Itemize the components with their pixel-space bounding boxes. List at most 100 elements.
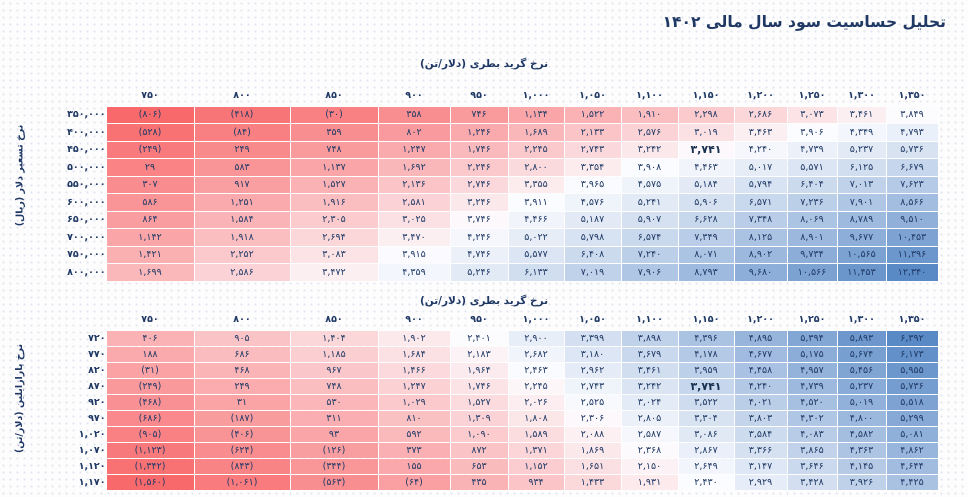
base-case-cell: ۳,۷۴۱ [677,140,735,159]
row-label: ۵۵۰,۰۰۰ [67,179,106,191]
profit-cell: ۱۰,۵۶۵ [836,245,887,264]
profit-cell: ۳,۳۵۴ [563,158,622,177]
column-header: ۱,۳۰۰ [848,314,875,325]
profit-cell: ۷,۰۱۳ [836,175,887,194]
profit-cell: (۶۸۶) [105,410,195,427]
profit-cell: ۴,۴۵۸ [733,362,788,379]
profit-cell: ۱۸۸ [105,346,195,363]
row-label: ۱,۱۲۰ [78,461,106,472]
profit-cell: ۱,۱۴۲ [105,228,195,247]
profit-cell: ۶,۴۰۴ [786,175,838,194]
row-label: ۱,۰۲۰ [78,429,106,440]
profit-cell: ۱,۴۳۳ [563,474,622,491]
profit-cell: ۵,۰۸۱ [885,426,939,443]
profit-cell: ۲,۱۵۰ [620,458,679,475]
profit-cell: ۲,۹۲۹ [733,474,788,491]
profit-cell: ۱۰,۵۶۶ [786,263,838,282]
profit-cell: ۳۷۳ [377,442,451,459]
profit-cell: ۱,۵۲۷ [449,394,509,411]
profit-cell: (۴۶۸) [105,394,195,411]
profit-cell: ۳,۹۱۱ [507,193,565,212]
profit-cell: ۱,۲۴۷ [377,140,451,159]
y-axis-title-text: نرخ پارازایلین (دلار/تن) [14,344,26,454]
profit-cell: ۵,۷۹۴ [733,175,788,194]
profit-cell: ۴,۴۶۶ [507,210,565,229]
profit-cell: (۱,۰۶۱) [193,474,291,491]
column-header: ۱,۱۵۰ [692,89,720,101]
profit-cell: ۱۱,۴۵۳ [836,263,887,282]
profit-cell: ۲,۸۰۵ [620,410,679,427]
profit-cell: ۵,۹۰۶ [677,193,735,212]
row-label: ۳۵۰,۰۰۰ [67,109,106,121]
profit-cell: ۵,۷۹۸ [563,228,622,247]
profit-cell: ۵,۱۷۵ [786,346,838,363]
profit-cell: ۳,۴۲۸ [786,474,838,491]
page-title: تحلیل حساسیت سود سال مالی ۱۴۰۲ [662,13,946,31]
profit-cell: ۱,۴۶۶ [377,362,451,379]
profit-cell: ۵,۹۵۵ [885,362,939,379]
profit-cell: (۶۴) [377,474,451,491]
table-row: ۴۰۰,۰۰۰ (۵۲۸) (۸۴) ۳۵۹ ۸۰۲ ۱,۲۴۶ ۱,۶۸۹ ۲,۱۳۳ ۲,۵… [36,123,939,142]
profit-cell: ۳,۸۹۸ [620,330,679,347]
column-header: ۱,۲۰۰ [747,314,774,325]
profit-cell: ۵۹۲ [377,426,451,443]
table-row: ۱,۱۷۰ (۱,۵۶۰) (۱,۰۶۱) (۵۶۳) (۶۴) ۴۳۵ ۹۳۴ ۱,۴۳۳ ۱… [36,474,939,491]
profit-cell: ۴,۳۵۹ [377,263,451,282]
profit-cell: ۳,۴۶۱ [836,105,887,124]
profit-cell: ۳,۰۸۶ [677,426,735,443]
profit-cell: ۵,۵۱۸ [885,394,939,411]
profit-cell: ۳,۵۸۴ [733,426,788,443]
profit-cell: ۲,۵۸۱ [377,193,451,212]
column-header: ۸۵۰ [325,314,343,325]
profit-cell: ۵,۵۷۷ [507,245,565,264]
profit-cell: ۳,۸۴۹ [885,105,939,124]
profit-cell: ۲,۰۲۶ [507,394,565,411]
profit-cell: ۲,۴۳۰ [677,474,735,491]
profit-cell: ۳,۳۹۹ [563,330,622,347]
table-row: ۱,۱۲۰ (۱,۳۴۲) (۸۴۳) (۳۴۴) ۱۵۵ ۶۵۳ ۱,۱۵۲ ۱,۶۵۱ ۲,… [36,458,939,475]
profit-cell: ۵۳۰ [289,394,379,411]
heatmap-table-bottle-vs-fx: ۷۵۰ ۸۰۰ ۸۵۰ ۹۰۰ ۹۵۰ ۱,۰۰۰ ۱,۰۵۰ ۱,۱۰۰ ۱,۱۵۰ ۱,۲۰۰… [36,70,939,282]
column-header: ۷۵۰ [141,314,159,325]
column-header: ۸۰۰ [233,314,251,325]
profit-cell: ۳,۴۷۲ [289,263,379,282]
profit-cell: ۴۳۵ [449,474,509,491]
table-row: ۷۷۰ ۱۸۸ ۶۸۶ ۱,۱۸۵ ۱,۶۸۴ ۲,۱۸۳ ۲,۶۸۲ ۳,۱۸۰ ۳,۶۷۹ ۴… [36,346,939,363]
row-label: ۴۵۰,۰۰۰ [67,144,106,156]
profit-cell: ۴,۱۴۵ [836,458,887,475]
profit-cell: ۳,۴۶۱ [620,362,679,379]
table-row: ۹۲۰ (۴۶۸) ۳۱ ۵۳۰ ۱,۰۲۹ ۱,۵۲۷ ۲,۰۲۶ ۲,۵۲۵ ۳,۰۲۴ ۳,… [36,394,939,411]
column-header: ۷۵۰ [141,89,159,101]
fx-sensitivity-section: نرخ گرید بطری (دلار/تن) نرخ تسعیر دلار (… [0,58,968,282]
profit-cell: ۱,۴۰۴ [289,330,379,347]
profit-cell: ۴,۶۴۴ [885,458,939,475]
corner-spacer [36,70,106,106]
profit-cell: ۴,۹۵۷ [786,362,838,379]
profit-cell: ۲,۵۸۶ [193,263,291,282]
profit-cell: ۱,۱۵۲ [507,458,565,475]
profit-cell: ۴,۲۴۰ [733,378,788,395]
profit-cell: ۲,۹۰۰ [507,330,565,347]
row-label: ۱,۰۷۰ [78,445,106,456]
profit-cell: ۲,۴۶۳ [507,362,565,379]
profit-cell: ۴,۵۸۲ [836,426,887,443]
profit-cell: ۳۰۷ [105,175,195,194]
profit-cell: ۳۵۸ [377,105,451,124]
profit-cell: ۷۴۸ [289,140,379,159]
table-row: ۱,۰۲۰ (۹۰۵) (۴۰۶) ۹۳ ۵۹۲ ۱,۰۹۰ ۱,۵۸۹ ۲,۰۸۸ ۲,۵۸۷… [36,426,939,443]
profit-cell: ۷,۰۱۹ [563,263,622,282]
profit-cell: ۵۸۶ [105,193,195,212]
profit-cell: ۱,۸۰۸ [507,410,565,427]
profit-cell: ۱,۶۹۲ [377,158,451,177]
profit-cell: ۴,۳۴۹ [836,123,887,142]
profit-cell: ۵,۲۴۶ [449,263,509,282]
table-row: ۸۷۰ (۲۴۹) ۲۴۹ ۷۴۸ ۱,۲۴۷ ۱,۷۴۶ ۲,۲۴۵ ۲,۷۴۳ ۳,۲۴۲ ۳… [36,378,939,395]
column-header: ۹۵۰ [470,314,488,325]
profit-cell: ۴,۸۹۵ [733,330,788,347]
table-row: ۱,۰۷۰ (۱,۱۲۳) (۶۲۴) (۱۲۶) ۳۷۳ ۸۷۲ ۱,۳۷۱ ۱,۸۶۹ ۲,… [36,442,939,459]
profit-cell: (۸۴) [193,123,291,142]
profit-cell: ۳,۴۶۳ [733,123,788,142]
profit-cell: ۹۶۷ [289,362,379,379]
base-case-cell: ۳,۷۴۱ [677,378,735,395]
profit-cell: ۸,۵۶۶ [885,193,939,212]
